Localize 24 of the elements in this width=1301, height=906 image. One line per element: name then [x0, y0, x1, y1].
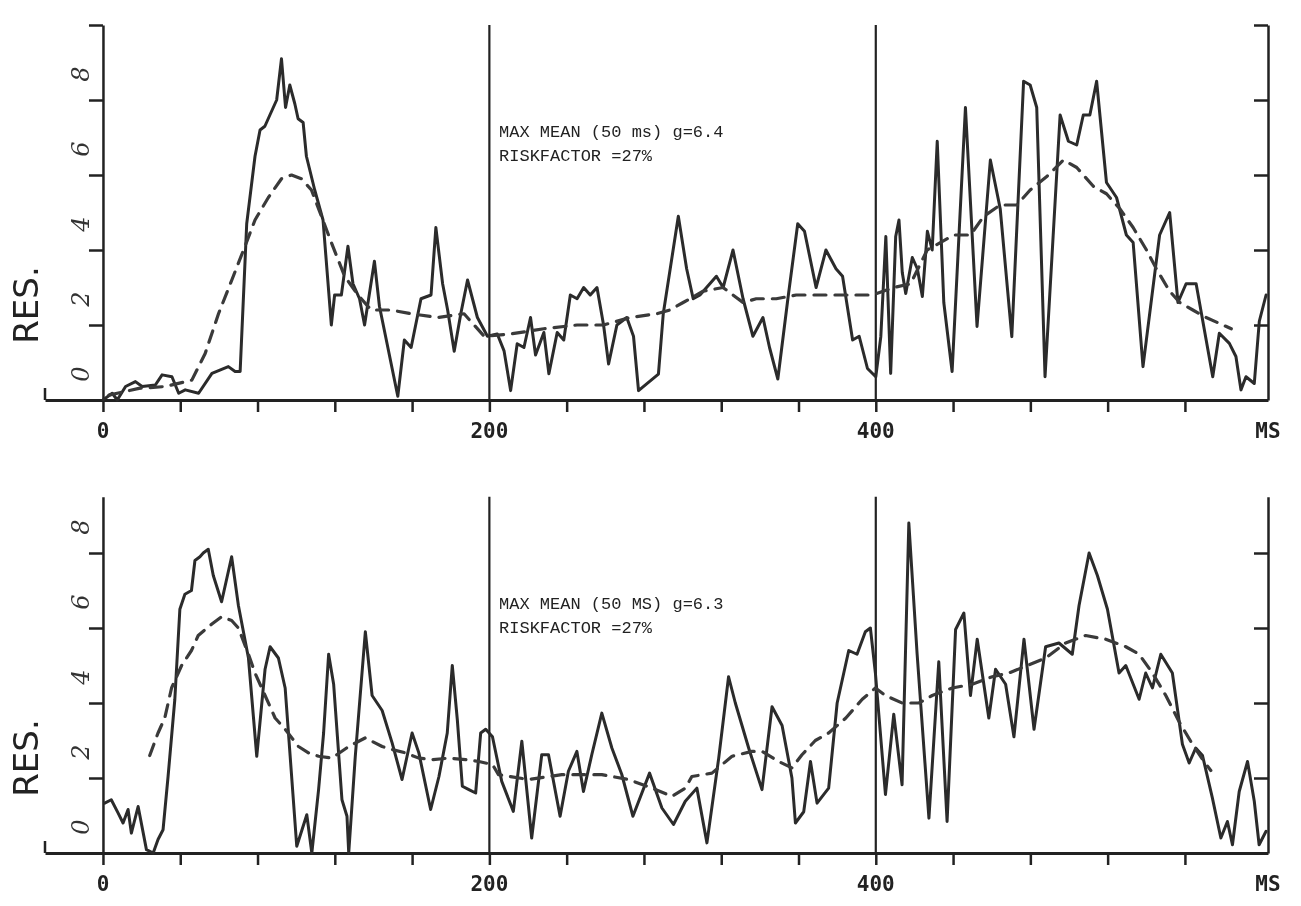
x-axis-title: MS: [1255, 419, 1281, 443]
y-tick-label: 4: [66, 216, 95, 233]
y-tick-label: 0: [66, 366, 95, 382]
y-axis-title: RES.: [6, 719, 46, 797]
x-tick-label: 200: [470, 419, 509, 443]
y-axis-title: RES.: [6, 266, 46, 344]
y-tick-label: 8: [66, 66, 95, 82]
annotation: RISKFACTOR =27%: [499, 147, 653, 166]
y-tick-label: 2: [66, 744, 95, 761]
y-tick-label: 0: [66, 819, 95, 835]
y-tick-label: 6: [66, 594, 95, 610]
x-axis-title: MS: [1255, 872, 1281, 896]
y-tick-label: 2: [66, 291, 95, 308]
x-tick-label: 0: [96, 872, 110, 896]
y-tick-label: 4: [66, 669, 95, 686]
annotation: MAX MEAN (50 MS) g=6.3: [499, 594, 724, 614]
x-tick-label: 400: [856, 872, 895, 896]
y-tick-label: 8: [66, 519, 95, 535]
y-tick-label: 6: [66, 141, 95, 157]
annotation: RISKFACTOR =27%: [499, 618, 653, 638]
annotation: MAX MEAN (50 ms) g=6.4: [499, 123, 724, 142]
x-tick-label: 0: [96, 419, 110, 443]
x-tick-label: 400: [856, 419, 895, 443]
x-tick-label: 200: [470, 872, 509, 896]
